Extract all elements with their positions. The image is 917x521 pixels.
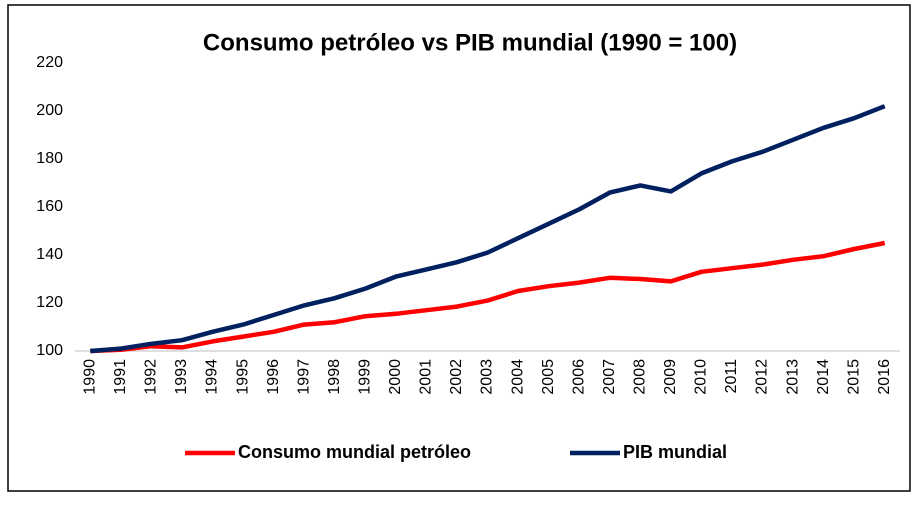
x-tick-label: 2015 <box>845 359 862 395</box>
legend-label: Consumo mundial petróleo <box>238 442 471 462</box>
x-tick-label: 1990 <box>81 359 98 395</box>
x-tick-label: 2016 <box>876 359 893 395</box>
x-tick-label: 2007 <box>601 359 618 395</box>
x-tick-label: 2000 <box>387 359 404 395</box>
x-tick-label: 1994 <box>204 359 221 395</box>
x-tick-label: 2002 <box>448 359 465 395</box>
x-tick-label: 2005 <box>540 359 557 395</box>
x-tick-label: 2014 <box>815 359 832 395</box>
x-tick-label: 2008 <box>631 359 648 395</box>
legend-label: PIB mundial <box>623 442 727 462</box>
y-tick-label: 120 <box>36 294 63 311</box>
y-tick-label: 180 <box>36 150 63 167</box>
x-tick-label: 1991 <box>112 359 129 395</box>
chart-border <box>7 4 911 492</box>
x-tick-label: 1993 <box>173 359 190 395</box>
x-tick-label: 2012 <box>754 359 771 395</box>
y-tick-label: 140 <box>36 246 63 263</box>
x-tick-label: 2001 <box>418 359 435 395</box>
line-series <box>90 240 886 354</box>
chart-title: Consumo petróleo vs PIB mundial (1990 = … <box>203 29 737 56</box>
line-series <box>90 104 886 354</box>
x-tick-label: 1998 <box>326 359 343 395</box>
x-tick-label: 2010 <box>693 359 710 395</box>
x-tick-label: 2011 <box>723 359 740 394</box>
x-tick-label: 1992 <box>143 359 160 395</box>
x-tick-label: 2003 <box>479 359 496 395</box>
y-tick-label: 200 <box>36 102 63 119</box>
x-tick-label: 1997 <box>295 359 312 395</box>
x-tick-label: 2009 <box>662 359 679 395</box>
x-tick-label: 1999 <box>356 359 373 395</box>
x-tick-label: 2004 <box>509 359 526 395</box>
y-tick-label: 160 <box>36 198 63 215</box>
y-tick-label: 100 <box>36 342 63 359</box>
x-tick-label: 2006 <box>570 359 587 395</box>
x-tick-label: 1995 <box>234 359 251 395</box>
x-tick-label: 1996 <box>265 359 282 395</box>
y-tick-label: 220 <box>36 54 63 71</box>
x-tick-label: 2013 <box>784 359 801 395</box>
